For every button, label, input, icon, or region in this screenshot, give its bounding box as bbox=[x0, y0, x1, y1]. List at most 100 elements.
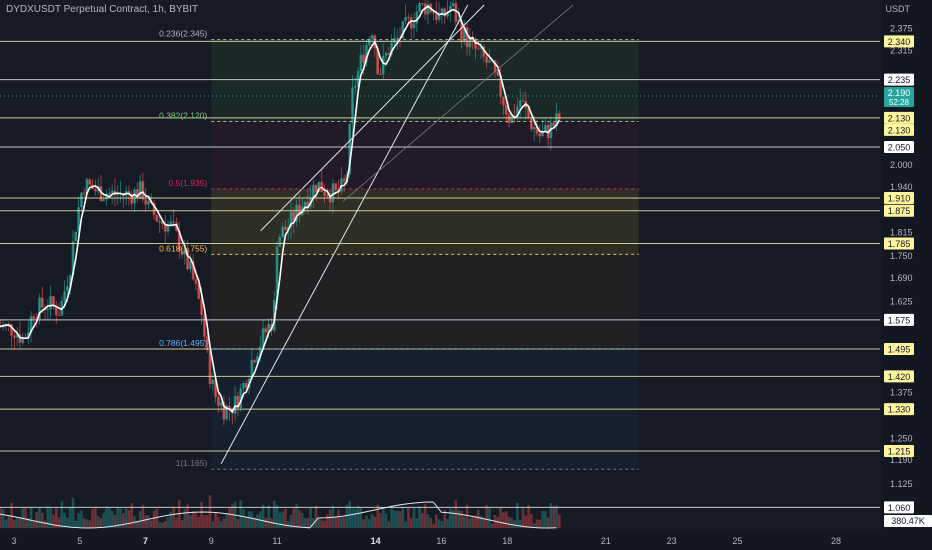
price-tick-label: 1.815 bbox=[890, 228, 913, 238]
volume-bar bbox=[203, 515, 206, 528]
candle-body bbox=[111, 191, 114, 193]
candle-body bbox=[66, 286, 69, 291]
candle-body bbox=[13, 336, 16, 338]
price-unit-label: USDT bbox=[886, 4, 911, 14]
volume-bar bbox=[346, 505, 349, 528]
volume-bar bbox=[460, 511, 463, 528]
volume-bar bbox=[220, 521, 223, 528]
volume-bar bbox=[505, 511, 508, 528]
candle-body bbox=[144, 199, 147, 204]
volume-bar bbox=[111, 511, 114, 528]
volume-bar bbox=[223, 518, 226, 528]
volume-bar bbox=[376, 505, 379, 528]
candle-body bbox=[533, 127, 536, 129]
candle-body bbox=[421, 3, 424, 4]
volume-bar bbox=[287, 522, 290, 528]
volume-bar bbox=[2, 509, 5, 528]
volume-bar bbox=[228, 507, 231, 528]
candle-body bbox=[323, 192, 326, 196]
volume-bar bbox=[404, 522, 407, 528]
time-tick-label: 25 bbox=[732, 536, 742, 546]
candle-body bbox=[133, 189, 136, 203]
volume-bar bbox=[499, 508, 502, 528]
time-tick-label: 28 bbox=[831, 536, 841, 546]
price-tick-label: 1.750 bbox=[890, 251, 913, 261]
volume-bar bbox=[452, 510, 455, 528]
level-label: 1.875 bbox=[888, 206, 911, 216]
volume-bar bbox=[10, 503, 13, 528]
volume-bar bbox=[125, 508, 128, 528]
candle-body bbox=[211, 380, 214, 384]
candle-body bbox=[189, 261, 192, 269]
candle-body bbox=[147, 201, 150, 205]
candle-body bbox=[142, 181, 145, 199]
candle-body bbox=[312, 185, 315, 197]
candle-body bbox=[326, 195, 329, 196]
volume-bar bbox=[248, 511, 251, 528]
volume-bar bbox=[544, 511, 547, 528]
volume-bar bbox=[209, 495, 212, 528]
volume-bar bbox=[195, 513, 198, 528]
level-label: 1.575 bbox=[888, 315, 911, 325]
candle-body bbox=[94, 189, 97, 191]
volume-bar bbox=[251, 512, 254, 528]
volume-bar bbox=[242, 509, 245, 528]
volume-bar bbox=[144, 515, 147, 528]
candle-body bbox=[170, 221, 173, 224]
volume-bar bbox=[273, 501, 276, 528]
volume-bar bbox=[385, 514, 388, 528]
price-tick-label: 1.940 bbox=[890, 182, 913, 192]
volume-bar bbox=[13, 520, 16, 528]
candle-body bbox=[332, 183, 335, 202]
level-label: 2.340 bbox=[888, 37, 911, 47]
volume-bar bbox=[0, 508, 2, 528]
volume-bar bbox=[508, 517, 511, 528]
volume-bar bbox=[58, 517, 61, 528]
volume-bar bbox=[142, 505, 145, 528]
candle-body bbox=[477, 49, 480, 50]
candle-body bbox=[388, 53, 391, 54]
volume-bar bbox=[371, 514, 374, 528]
candle-body bbox=[385, 53, 388, 56]
volume-bar bbox=[206, 515, 209, 528]
volume-bar bbox=[184, 509, 187, 528]
volume-bar bbox=[279, 513, 282, 528]
volume-bar bbox=[388, 521, 391, 528]
candle-body bbox=[33, 316, 36, 318]
volume-bar bbox=[237, 519, 240, 528]
candle-body bbox=[83, 193, 86, 194]
level-label: 1.785 bbox=[888, 239, 911, 249]
candle-body bbox=[362, 55, 365, 63]
volume-bar bbox=[94, 507, 97, 528]
fib-zone bbox=[211, 40, 638, 122]
volume-bar bbox=[5, 519, 8, 528]
candle-body bbox=[415, 12, 418, 24]
countdown-label: 52:28 bbox=[889, 98, 910, 107]
fib-level-label: 0.786(1.495) bbox=[159, 338, 207, 348]
candle-body bbox=[253, 360, 256, 362]
volume-bar bbox=[337, 509, 340, 528]
candle-body bbox=[49, 296, 52, 309]
volume-bar bbox=[407, 507, 410, 528]
volume-bar bbox=[368, 519, 371, 528]
candle-body bbox=[432, 12, 435, 13]
volume-bar bbox=[502, 512, 505, 528]
volume-bar bbox=[217, 517, 220, 528]
volume-bar bbox=[527, 505, 530, 528]
volume-bar bbox=[374, 517, 377, 528]
time-tick-label: 9 bbox=[209, 536, 214, 546]
volume-bar bbox=[552, 506, 555, 528]
volume-bar bbox=[192, 511, 195, 528]
volume-bar bbox=[357, 506, 360, 528]
candle-body bbox=[452, 3, 455, 6]
candle-body bbox=[284, 227, 287, 230]
time-tick-label: 3 bbox=[11, 536, 16, 546]
volume-bar bbox=[457, 510, 460, 528]
price-tick-label: 2.000 bbox=[890, 160, 913, 170]
volume-bar bbox=[418, 506, 421, 528]
candle-body bbox=[75, 232, 78, 241]
volume-label: 380.47K bbox=[891, 516, 925, 526]
volume-bar bbox=[513, 520, 516, 528]
volume-bar bbox=[197, 516, 200, 528]
